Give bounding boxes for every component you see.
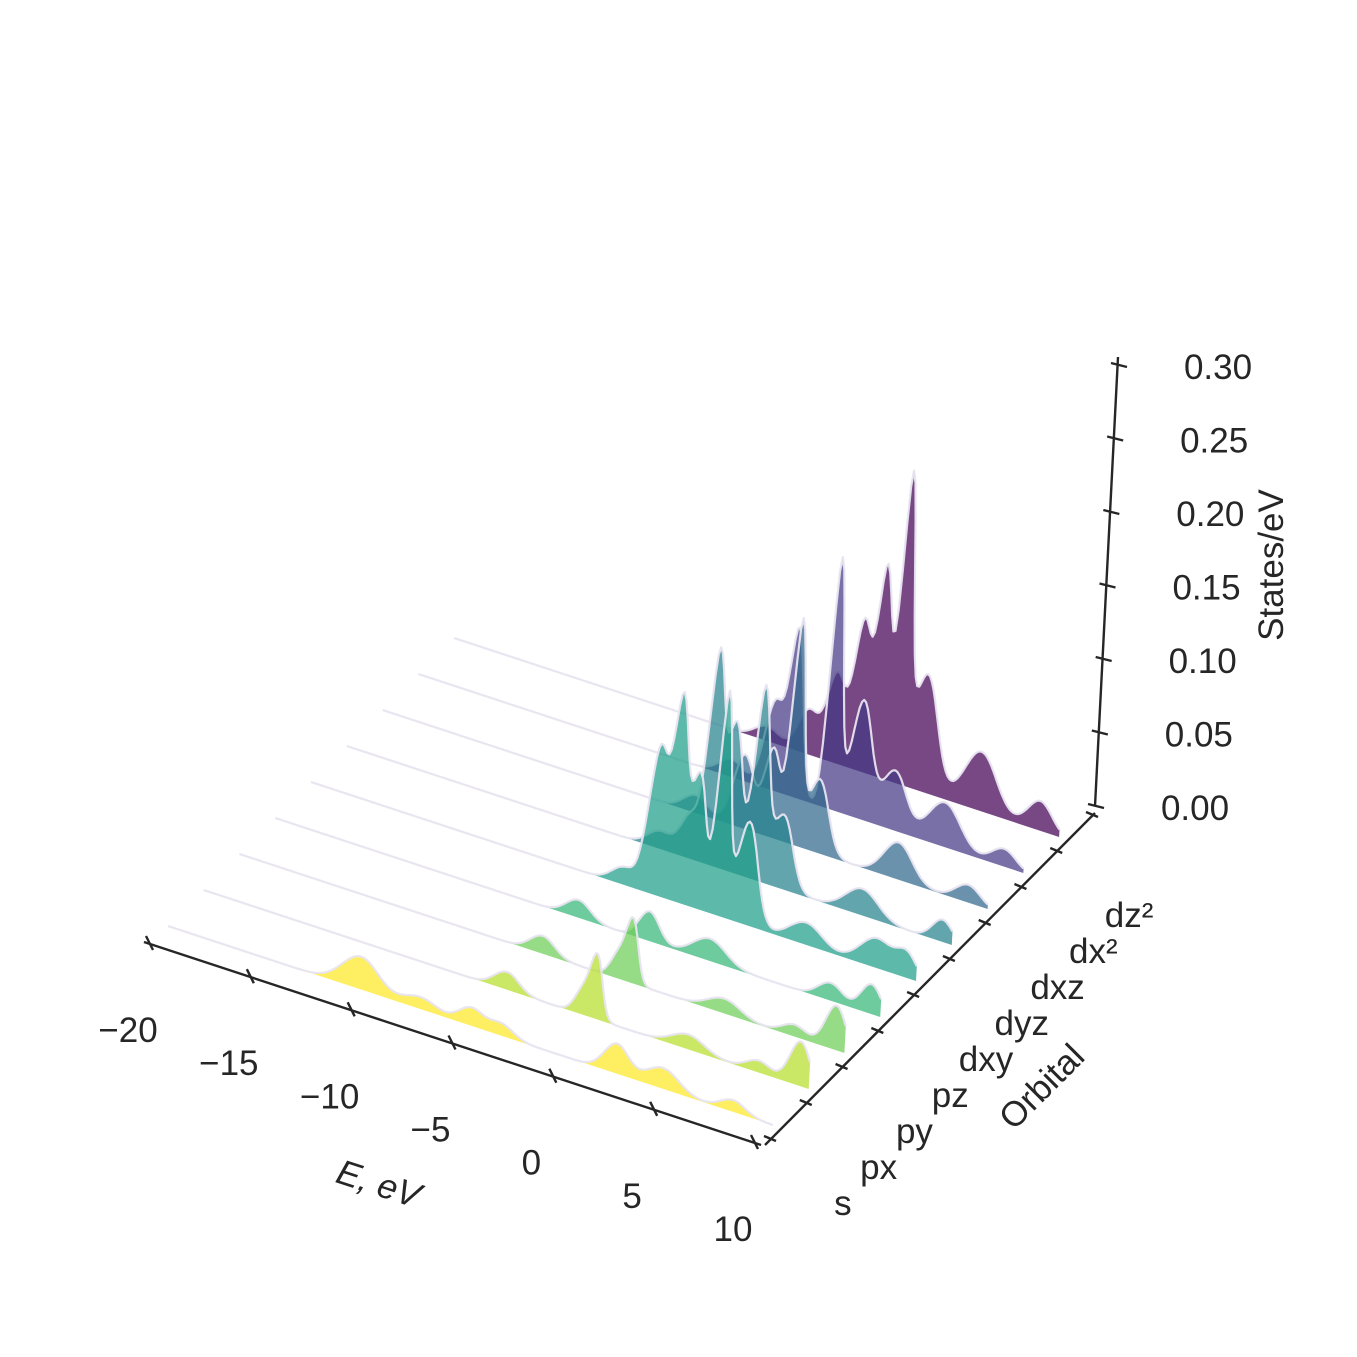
- states-tick-5: [1103, 508, 1120, 516]
- orbital-tick-2: [799, 1098, 813, 1107]
- orbital-tick-3: [835, 1062, 849, 1071]
- energy-tick-label-3: −10: [300, 1077, 359, 1116]
- orbital-tick-4: [870, 1026, 884, 1035]
- orbital-tick-label-9: dz²: [1105, 896, 1154, 935]
- ridge-9: [453, 469, 1061, 837]
- states-tick-3: [1095, 655, 1112, 663]
- states-axis-title: States/eV: [1252, 488, 1291, 640]
- ridge-fill-8: [418, 557, 1024, 873]
- orbital-tick-9: [1049, 846, 1063, 855]
- orbital-tick-label-1: s: [834, 1184, 852, 1223]
- ridge-fill-4: [275, 818, 882, 1017]
- energy-tick-label-7: 10: [714, 1210, 753, 1249]
- states-tick-label-4: 0.15: [1172, 569, 1240, 608]
- ridge-3: [239, 852, 847, 1053]
- orbital-tick-label-4: pz: [932, 1076, 969, 1115]
- energy-tick-label-6: 5: [622, 1177, 641, 1216]
- ridge-outline-4: [274, 816, 883, 1000]
- energy-tick-label-2: −15: [199, 1044, 258, 1083]
- states-tick-6: [1106, 435, 1124, 442]
- orbital-tick-10: [1085, 810, 1099, 819]
- ridge-fill-1: [167, 926, 773, 1125]
- energy-axis-title: E, eV: [332, 1152, 429, 1217]
- ridge-outline-1: [167, 924, 774, 1127]
- energy-tick-7: [749, 1134, 760, 1150]
- energy-tick-5: [548, 1068, 558, 1084]
- states-tick-7: [1110, 361, 1128, 369]
- ridge-5: [310, 689, 918, 981]
- energy-tick-4: [447, 1034, 457, 1051]
- states-tick-1: [1087, 802, 1105, 810]
- states-tick-label-2: 0.05: [1165, 716, 1233, 755]
- energy-tick-2: [245, 968, 255, 984]
- ridge-fill-9: [454, 470, 1060, 837]
- orbital-tick-8: [1013, 882, 1027, 891]
- states-tick-label-3: 0.10: [1169, 642, 1237, 681]
- orbital-tick-label-2: px: [860, 1148, 897, 1187]
- ridge-outline-9: [453, 469, 1061, 831]
- ridge-1: [167, 924, 774, 1127]
- energy-tick-label-4: −5: [411, 1111, 451, 1150]
- orbital-tick-label-7: dxz: [1030, 968, 1084, 1007]
- ridge-fill-3: [239, 854, 846, 1053]
- ridge-outline-2: [203, 888, 812, 1072]
- ridge-fill-5: [311, 690, 917, 981]
- orbital-tick-label-8: dx²: [1069, 932, 1118, 971]
- states-tick-label-1: 0.00: [1161, 789, 1229, 828]
- states-axis-line: [1093, 356, 1120, 807]
- ridge-fill-2: [203, 890, 811, 1089]
- states-tick-2: [1091, 729, 1109, 736]
- energy-tick-1: [144, 935, 155, 951]
- energy-tick-6: [649, 1101, 659, 1117]
- orbital-tick-label-6: dyz: [995, 1004, 1049, 1043]
- axes-layer: [143, 356, 1120, 1147]
- orbital-tick-7: [978, 918, 992, 927]
- energy-tick-3: [346, 1001, 356, 1017]
- energy-tick-label-5: 0: [522, 1144, 541, 1183]
- ridge-2: [203, 888, 812, 1089]
- orbital-tick-6: [942, 954, 956, 963]
- orbital-axis-line: [764, 812, 1096, 1146]
- states-tick-label-6: 0.25: [1180, 422, 1248, 461]
- orbital-tick-1: [763, 1134, 777, 1143]
- orbital-tick-label-3: py: [896, 1112, 933, 1151]
- states-tick-label-7: 0.30: [1184, 348, 1252, 387]
- states-tick-4: [1099, 582, 1116, 589]
- ridge-4: [274, 816, 883, 1017]
- ridge-outline-5: [310, 689, 918, 967]
- energy-tick-label-1: −20: [98, 1011, 157, 1050]
- states-tick-label-5: 0.20: [1176, 495, 1244, 534]
- ridges-layer: [167, 469, 1061, 1127]
- ridge-outline-3: [239, 852, 847, 1036]
- orbital-tick-label-5: dxy: [959, 1040, 1014, 1079]
- orbital-tick-5: [906, 990, 920, 999]
